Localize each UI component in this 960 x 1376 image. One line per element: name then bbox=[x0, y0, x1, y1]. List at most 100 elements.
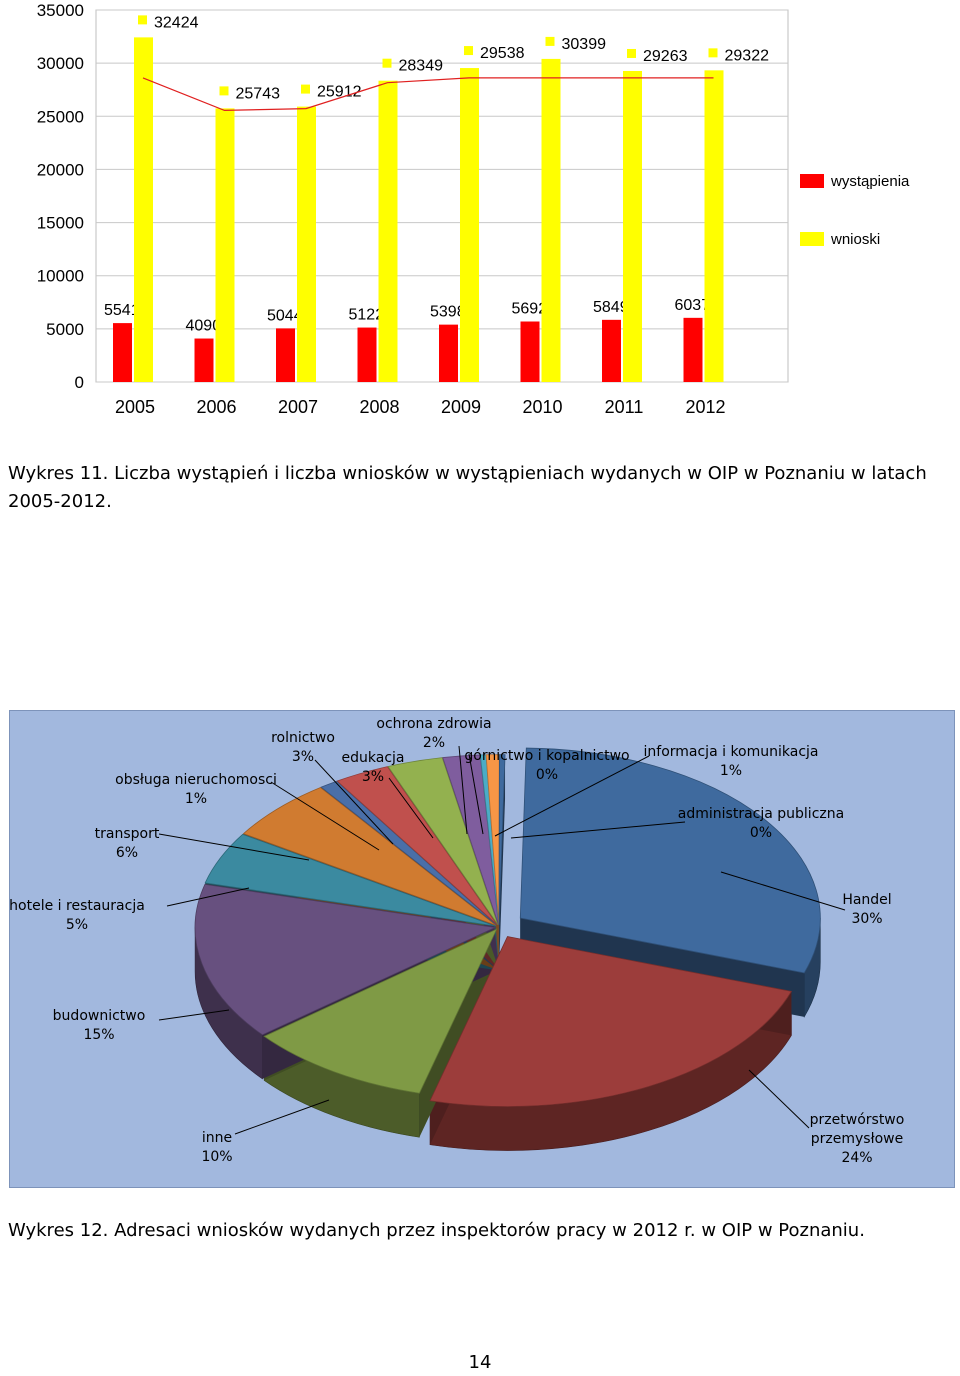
pie-label-5: transport 6% bbox=[95, 826, 160, 861]
bar-wnioski-2005 bbox=[134, 37, 153, 382]
bar-wystąpienia-2012 bbox=[683, 317, 703, 382]
data-label: 29263 bbox=[643, 48, 688, 65]
pie-chart-leader-lines bbox=[158, 745, 846, 1135]
pie-label-4: hotele i restauracja 5% bbox=[9, 898, 145, 933]
pie-label-percent: 0% bbox=[750, 825, 772, 841]
pie-label-11: informacja i komunikacja 1% bbox=[644, 744, 819, 779]
pie-label-percent: 0% bbox=[536, 767, 558, 783]
pie-label-text: ochrona zdrowia bbox=[376, 716, 491, 732]
pie-chart: Handel 30% przetwórstwo przemysłowe 24% inne 1… bbox=[9, 710, 955, 1188]
pie-slice-obsługa-nieruchomosci bbox=[320, 780, 498, 926]
x-tick-label: 2005 bbox=[115, 397, 155, 417]
pie-slice-edukacja bbox=[387, 757, 499, 925]
data-label-marker bbox=[382, 58, 392, 68]
leader-line bbox=[458, 745, 468, 835]
bar-wnioski-2008 bbox=[378, 80, 398, 383]
pie-label-percent: 1% bbox=[185, 791, 207, 807]
data-label: 28349 bbox=[399, 58, 444, 75]
x-tick-label: 2009 bbox=[441, 397, 481, 417]
pie-label-text: Handel bbox=[842, 892, 891, 908]
data-label: 5849 bbox=[593, 299, 629, 316]
legend-label: wnioski bbox=[830, 231, 880, 248]
bar-wystąpienia-2006 bbox=[194, 338, 214, 382]
leader-line bbox=[748, 1069, 810, 1129]
pie-label-percent: 10% bbox=[201, 1149, 232, 1165]
pie-label-text: obsługa nieruchomosci bbox=[115, 772, 277, 788]
pie-slice-administracja-publiczna bbox=[498, 754, 506, 925]
data-label-marker bbox=[138, 15, 147, 25]
pie-label-12: administracja publiczna 0% bbox=[678, 806, 844, 841]
pie-label-text: transport bbox=[95, 826, 160, 842]
pie-label-10: górnictwo i kopalnictwo 0% bbox=[464, 748, 629, 783]
pie-label-8: edukacja 3% bbox=[342, 750, 405, 785]
pie-label-text: inne bbox=[202, 1130, 232, 1146]
x-tick-label: 2008 bbox=[359, 397, 399, 417]
pie-label-6: obsługa nieruchomosci 1% bbox=[115, 772, 277, 807]
pie-label-percent: 3% bbox=[292, 749, 314, 765]
pie-chart-labels: Handel 30% przetwórstwo przemysłowe 24% inne 1… bbox=[9, 716, 904, 1166]
data-label: 5122 bbox=[349, 307, 385, 324]
pie-slice-inne bbox=[263, 928, 498, 1094]
pie-label-percent: 1% bbox=[720, 763, 742, 779]
pie-label-text: przemysłowe bbox=[811, 1131, 903, 1147]
legend-label: wystąpienia bbox=[830, 173, 910, 190]
bar-wnioski-2011 bbox=[623, 70, 642, 383]
leader-line bbox=[234, 1099, 330, 1135]
y-tick-label: 10000 bbox=[37, 267, 84, 286]
x-tick-label: 2006 bbox=[196, 397, 236, 417]
bar-wnioski-2007 bbox=[297, 106, 316, 382]
pie-label-percent: 6% bbox=[116, 845, 138, 861]
x-tick-label: 2010 bbox=[522, 397, 562, 417]
data-label-marker bbox=[627, 48, 636, 58]
bar-wystąpienia-2008 bbox=[357, 327, 377, 382]
pie-label-9: ochrona zdrowia 2% bbox=[376, 716, 491, 751]
pie-slice-budownictwo bbox=[194, 883, 497, 1036]
bar-chart-x-tick-labels: 2005 2006 2007 2008 2009 2010 2011 2012 bbox=[115, 397, 726, 417]
leader-line bbox=[388, 777, 434, 839]
data-label: 6037 bbox=[675, 297, 711, 314]
leader-line bbox=[158, 833, 310, 861]
trend-line bbox=[142, 77, 714, 111]
bar-chart-y-tick-labels: 0 5000 10000 15000 20000 25000 30000 35000 bbox=[37, 1, 84, 392]
leader-line bbox=[158, 1009, 230, 1021]
pie-label-percent: 15% bbox=[83, 1027, 114, 1043]
pie-slice-Handel bbox=[519, 747, 821, 974]
pie-label-0: Handel 30% bbox=[842, 892, 891, 927]
data-label: 5044 bbox=[267, 307, 303, 324]
legend-swatch-wnioski bbox=[800, 232, 824, 246]
data-label: 30399 bbox=[562, 36, 607, 53]
y-tick-label: 30000 bbox=[37, 54, 84, 73]
x-tick-label: 2012 bbox=[685, 397, 725, 417]
figure-11-caption: Wykres 11. Liczba wystąpień i liczba wni… bbox=[8, 463, 927, 512]
pie-label-percent: 5% bbox=[66, 917, 88, 933]
data-label-marker bbox=[219, 86, 229, 96]
page-number: 14 bbox=[468, 1352, 492, 1373]
pie-label-text: hotele i restauracja bbox=[9, 898, 145, 914]
leader-line bbox=[510, 821, 686, 839]
pie-label-3: budownictwo 15% bbox=[53, 1008, 146, 1043]
bar-wystąpienia-2007 bbox=[276, 328, 295, 382]
data-label: 25912 bbox=[317, 84, 362, 101]
pie-slice-transport bbox=[242, 787, 497, 926]
y-tick-label: 0 bbox=[75, 373, 84, 392]
pie-label-1: przetwórstwo przemysłowe 24% bbox=[810, 1112, 905, 1166]
leader-line bbox=[314, 759, 394, 845]
pie-label-text: przetwórstwo bbox=[810, 1112, 905, 1128]
data-label: 5398 bbox=[430, 304, 466, 321]
pie-chart-slices bbox=[194, 747, 821, 1107]
data-label-marker bbox=[301, 84, 310, 94]
bar-wystąpienia-2005 bbox=[113, 323, 132, 382]
legend-swatch-wystąpienia bbox=[800, 174, 824, 188]
data-label: 32424 bbox=[154, 14, 199, 31]
data-label: 5692 bbox=[512, 301, 548, 318]
bar-wystąpienia-2010 bbox=[520, 321, 540, 382]
y-tick-label: 15000 bbox=[37, 214, 84, 233]
leader-line bbox=[468, 753, 484, 835]
leader-line bbox=[270, 781, 380, 851]
bar-wystąpienia-2009 bbox=[439, 324, 458, 382]
data-label: 29322 bbox=[725, 47, 770, 64]
bar-chart: 0 5000 10000 15000 20000 25000 30000 35000 5541… bbox=[37, 1, 910, 417]
leader-line bbox=[166, 887, 250, 907]
y-tick-label: 20000 bbox=[37, 160, 84, 179]
bar-wnioski-2009 bbox=[460, 68, 479, 383]
